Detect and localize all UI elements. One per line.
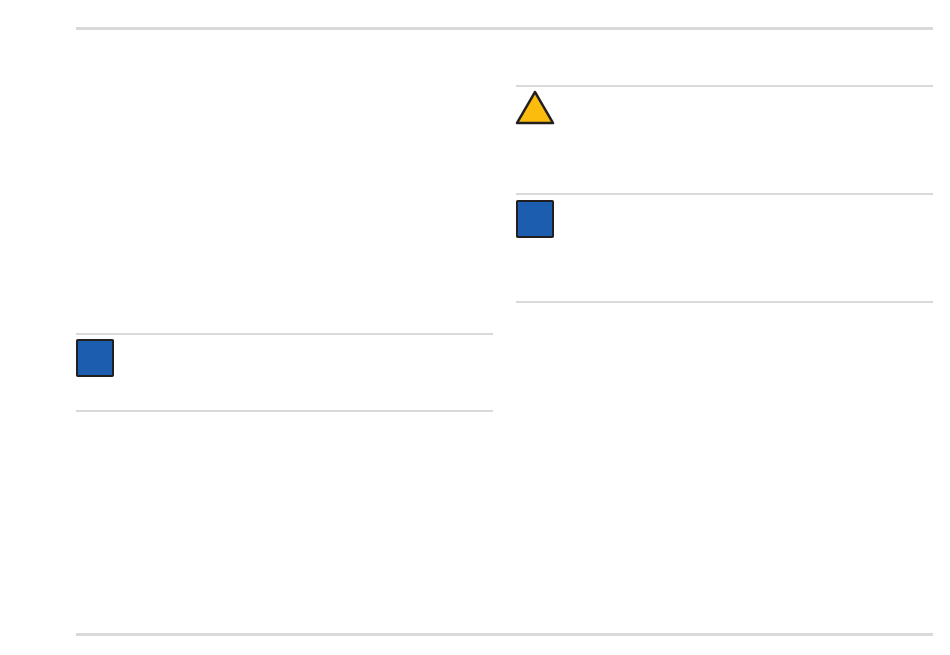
- left-notice-top-rule: [76, 333, 493, 335]
- warning-triangle-icon: [515, 90, 555, 125]
- info-square-icon: [76, 339, 114, 377]
- footer-rule: [76, 633, 933, 636]
- header-rule: [76, 27, 933, 30]
- info-bottom-rule: [516, 301, 933, 303]
- warning-top-rule: [516, 85, 933, 87]
- info-square-icon: [516, 200, 554, 238]
- warning-bottom-rule: [516, 193, 933, 195]
- left-notice-bottom-rule: [76, 410, 493, 412]
